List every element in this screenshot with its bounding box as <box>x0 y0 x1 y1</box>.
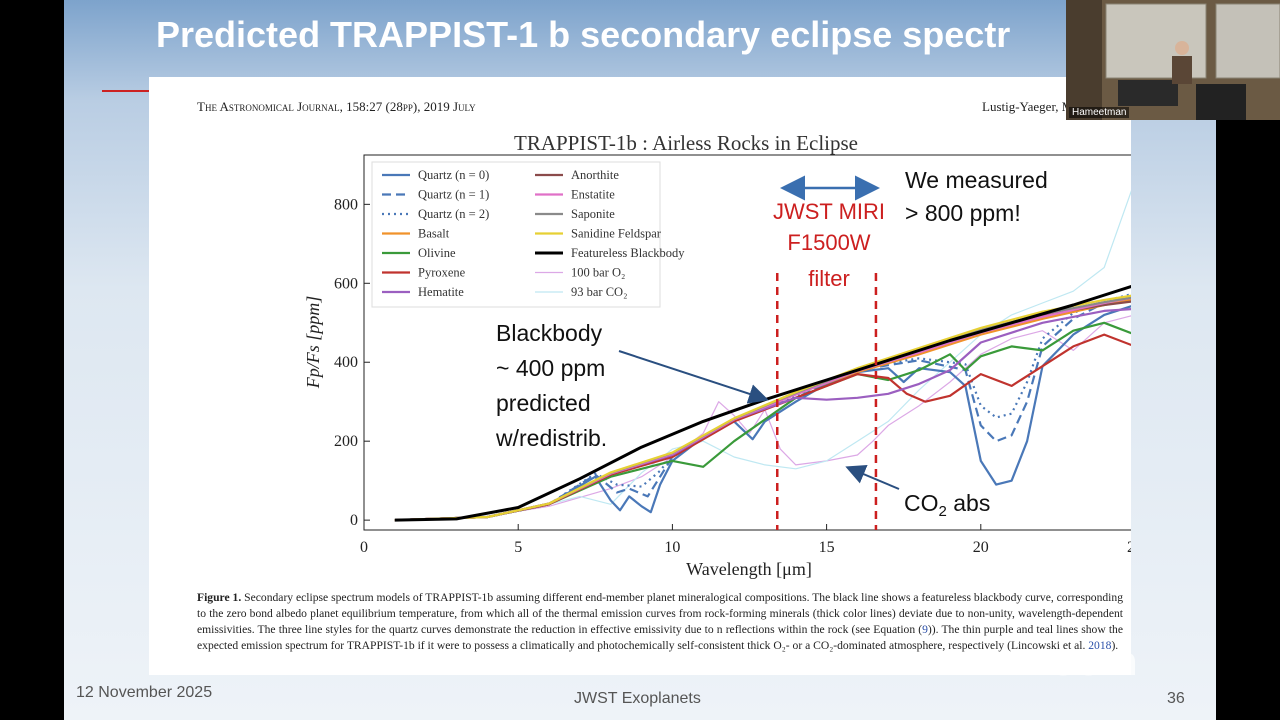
legend-label: Pyroxene <box>418 266 466 280</box>
axis-ticks: 0 5 10 15 20 25 0 200 400 600 800 <box>334 196 1131 556</box>
figure-caption: Figure 1. Secondary eclipse spectrum mod… <box>197 590 1123 654</box>
legend-label: Olivine <box>418 246 456 260</box>
legend-label: Quartz (n = 1) <box>418 188 489 202</box>
video-scene <box>1066 0 1280 120</box>
miri-filter-band: JWST MIRI F1500W filter <box>773 175 885 530</box>
participant-video-tile[interactable]: Hameetman <box>1066 0 1280 120</box>
x-axis-label: Wavelength [μm] <box>686 559 812 579</box>
legend-label: Hematite <box>418 285 464 299</box>
caption-lead: Figure 1. <box>197 591 242 604</box>
measured-annotation-line1: We measured <box>905 167 1048 193</box>
miri-label-line1: JWST MIRI <box>773 199 885 224</box>
footer-title: JWST Exoplanets <box>574 690 701 707</box>
legend-label: 100 bar O₂ <box>571 266 625 280</box>
title-underline-rule <box>102 90 150 92</box>
slide: Predicted TRAPPIST-1 b secondary eclipse… <box>64 0 1216 720</box>
legend-label: Quartz (n = 0) <box>418 168 489 182</box>
legend-label: 93 bar CO₂ <box>571 285 627 299</box>
y-tick-label: 800 <box>334 196 358 213</box>
series-line-quartz-n-1- <box>394 294 1131 522</box>
caption-body: Secondary eclipse spectrum models of TRA… <box>197 591 1123 636</box>
paper-figure-page: The Astronomical Journal, 158:27 (28pp),… <box>149 77 1140 675</box>
co2-subscript: 2 <box>939 503 947 520</box>
plot-frame <box>363 154 1131 531</box>
co2-annotation: CO2 abs <box>904 490 990 520</box>
chart-legend: Quartz (n = 0) Quartz (n = 1) Quartz (n = … <box>371 161 685 308</box>
x-tick-label: 25 <box>1127 539 1131 556</box>
zoom-watermark: zoom <box>1030 640 1139 684</box>
caption-body-2: )). The thin purple and teal lines show … <box>197 623 1123 652</box>
chart-title: TRAPPIST-1b : Airless Rocks in Eclipse <box>514 131 858 155</box>
x-tick-label: 0 <box>360 539 368 556</box>
spectrum-chart: TRAPPIST-1b : Airless Rocks in Eclipse 0… <box>303 131 1131 579</box>
legend-label: Sanidine Feldspar <box>571 227 662 241</box>
blackbody-annotation-line3: predicted <box>496 390 591 416</box>
legend-label: Quartz (n = 2) <box>418 207 489 221</box>
y-axis-label: Fp/Fs [ppm] <box>303 296 323 390</box>
measured-annotation-line2: > 800 ppm! <box>905 200 1021 226</box>
blackbody-annotation-line1: Blackbody <box>496 320 603 346</box>
legend-label: Anorthite <box>571 168 619 182</box>
series-line-quartz-n-0- <box>394 305 1131 522</box>
miri-label-line2: F1500W <box>787 230 870 255</box>
series-line-olivine <box>394 321 1131 522</box>
co2-arrow <box>845 464 900 490</box>
miri-label-line3: filter <box>808 266 850 291</box>
legend-label: Basalt <box>418 227 450 241</box>
screen-margin <box>1216 120 1280 720</box>
slide-title: Predicted TRAPPIST-1 b secondary eclipse… <box>156 14 1011 55</box>
series-line-sanidine-feldspar <box>394 294 1131 522</box>
legend-label: Saponite <box>571 207 615 221</box>
y-tick-label: 400 <box>334 354 358 371</box>
x-tick-label: 5 <box>514 539 522 556</box>
caption-citation-link[interactable]: 2018 <box>1088 639 1112 652</box>
co2-suffix: abs <box>947 490 990 516</box>
series-line-100-bar-o- <box>394 315 1131 521</box>
footer-page-number: 36 <box>1167 690 1185 707</box>
journal-header: The Astronomical Journal, 158:27 (28pp),… <box>197 99 476 114</box>
y-tick-label: 600 <box>334 275 358 292</box>
blackbody-annotation-line4: w/redistrib. <box>495 425 607 451</box>
caption-equation-link[interactable]: 9 <box>922 623 928 636</box>
legend-box <box>371 161 661 308</box>
x-tick-label: 10 <box>664 539 680 556</box>
y-tick-label: 0 <box>350 512 358 529</box>
series-group <box>394 190 1131 522</box>
caption-end: ). <box>1111 639 1119 652</box>
participant-name: Hameetman <box>1069 107 1130 118</box>
footer-date: 12 November 2025 <box>76 684 213 701</box>
blackbody-annotation-line2: ~ 400 ppm <box>496 355 605 381</box>
x-tick-label: 15 <box>819 539 835 556</box>
legend-label: Featureless Blackbody <box>571 246 685 260</box>
y-tick-label: 200 <box>334 433 358 450</box>
blackbody-arrow <box>618 350 769 404</box>
co2-text: CO <box>904 490 939 516</box>
legend-label: Enstatite <box>571 188 615 202</box>
series-line-93-bar-co- <box>394 190 1131 521</box>
x-tick-label: 20 <box>973 539 989 556</box>
